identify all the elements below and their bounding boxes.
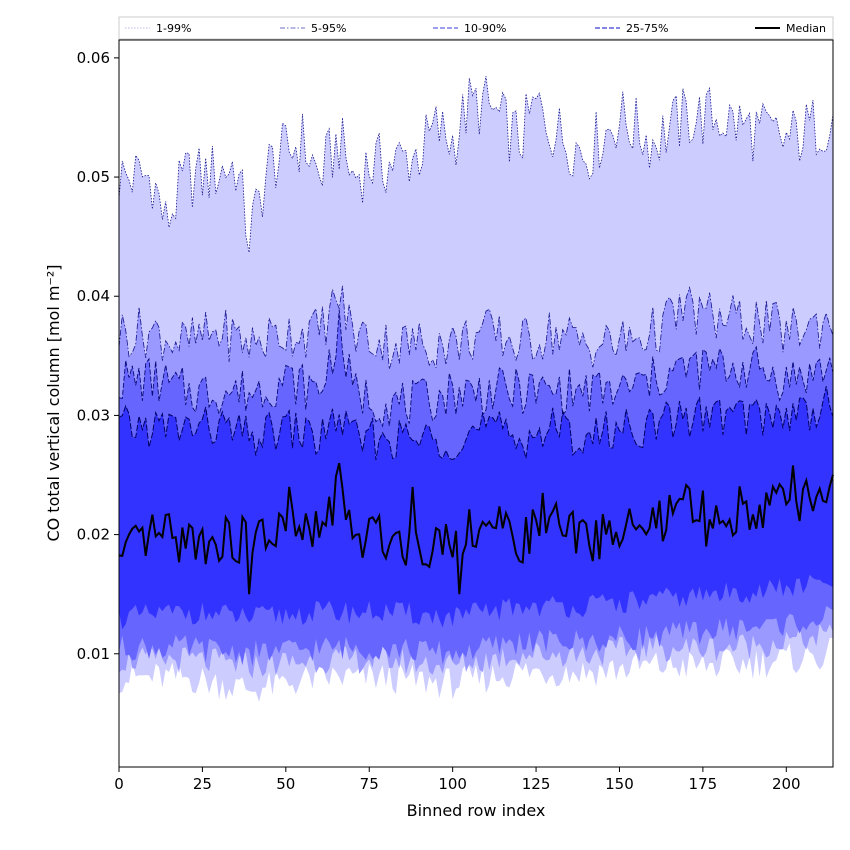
legend-box bbox=[118, 16, 834, 40]
band-upper-line-5-95% bbox=[118, 285, 834, 370]
x-tick-label: 175 bbox=[689, 775, 718, 793]
y-tick-label: 0.04 bbox=[77, 287, 110, 305]
plot-lines bbox=[118, 76, 834, 595]
x-tick-label: 200 bbox=[772, 775, 801, 793]
x-tick-label: 150 bbox=[605, 775, 634, 793]
legend-label: Median bbox=[786, 22, 826, 35]
y-tick-label: 0.05 bbox=[77, 168, 110, 186]
x-tick-label: 0 bbox=[114, 775, 124, 793]
y-tick-label: 0.01 bbox=[77, 645, 110, 663]
band-25-75% bbox=[119, 386, 833, 630]
legend-label: 1-99% bbox=[156, 22, 191, 35]
x-tick-label: 100 bbox=[438, 775, 467, 793]
median-line bbox=[118, 462, 834, 595]
y-tick-label: 0.02 bbox=[77, 526, 110, 544]
band-upper-line-1-99% bbox=[118, 76, 834, 253]
x-tick-label: 50 bbox=[276, 775, 295, 793]
y-tick-label: 0.06 bbox=[77, 49, 110, 67]
legend-label: 25-75% bbox=[626, 22, 668, 35]
legend-label: 10-90% bbox=[464, 22, 506, 35]
band-upper-line-25-75% bbox=[118, 386, 834, 461]
legend-label: 5-95% bbox=[311, 22, 346, 35]
x-tick-label: 75 bbox=[360, 775, 379, 793]
y-axis: 0.01 0.02 0.03 0.04 0.05 0.06 bbox=[77, 49, 119, 663]
y-axis-label: CO total vertical column [mol m⁻²] bbox=[44, 264, 63, 541]
legend: 1-99% 5-95% 10-90% 25-75% Median bbox=[118, 16, 834, 40]
x-axis: 0 25 50 75 100 125 150 175 200 bbox=[114, 767, 801, 793]
x-tick-label: 25 bbox=[193, 775, 212, 793]
x-tick-label: 125 bbox=[522, 775, 551, 793]
plot-frame bbox=[118, 39, 834, 768]
y-tick-label: 0.03 bbox=[77, 406, 110, 424]
plot-area bbox=[119, 76, 833, 702]
x-axis-label: Binned row index bbox=[407, 801, 546, 820]
band-upper-line-10-90% bbox=[118, 309, 834, 428]
